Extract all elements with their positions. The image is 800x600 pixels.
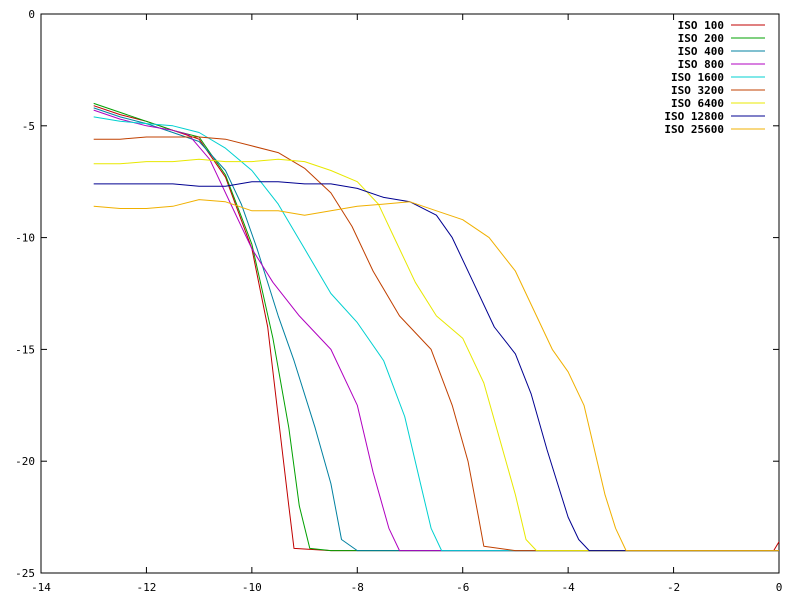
y-tick-label: -15 <box>15 343 35 356</box>
legend-label: ISO 6400 <box>671 97 724 110</box>
x-tick-label: 0 <box>776 581 783 594</box>
series-line-iso-200 <box>93 102 779 552</box>
y-tick-label: -5 <box>22 120 35 133</box>
x-tick-label: -10 <box>242 581 262 594</box>
legend-label: ISO 800 <box>678 58 724 71</box>
series-lines <box>93 102 780 552</box>
legend-label: ISO 1600 <box>671 71 724 84</box>
x-tick-label: -2 <box>667 581 680 594</box>
series-line-iso-800 <box>93 109 779 552</box>
x-tick-label: -8 <box>351 581 364 594</box>
legend-label: ISO 200 <box>678 32 724 45</box>
series-line-iso-6400 <box>93 158 779 552</box>
series-line-iso-1600 <box>93 116 779 552</box>
axis-ticks: -14 -12 -10 -8 -6 -4 -2 00-5-10-15-20-25 <box>15 8 782 594</box>
y-tick-label: -10 <box>15 232 35 245</box>
y-tick-label: -25 <box>15 567 35 580</box>
legend-label: ISO 100 <box>678 19 724 32</box>
y-tick-label: -20 <box>15 455 35 468</box>
legend-label: ISO 12800 <box>664 110 724 123</box>
legend-label: ISO 25600 <box>664 123 724 136</box>
series-line-iso-12800 <box>93 181 779 552</box>
x-tick-label: -6 <box>456 581 469 594</box>
plot-border <box>40 13 780 574</box>
x-tick-label: -14 <box>31 581 51 594</box>
legend-label: ISO 400 <box>678 45 724 58</box>
series-line-iso-3200 <box>93 136 779 552</box>
series-line-iso-100 <box>93 105 780 552</box>
y-tick-label: 0 <box>28 8 35 21</box>
plot-frame <box>40 13 780 574</box>
series-line-iso-25600 <box>93 199 779 552</box>
x-tick-label: -12 <box>136 581 156 594</box>
legend-label: ISO 3200 <box>671 84 724 97</box>
x-tick-label: -4 <box>562 581 576 594</box>
series-line-iso-400 <box>93 107 779 552</box>
